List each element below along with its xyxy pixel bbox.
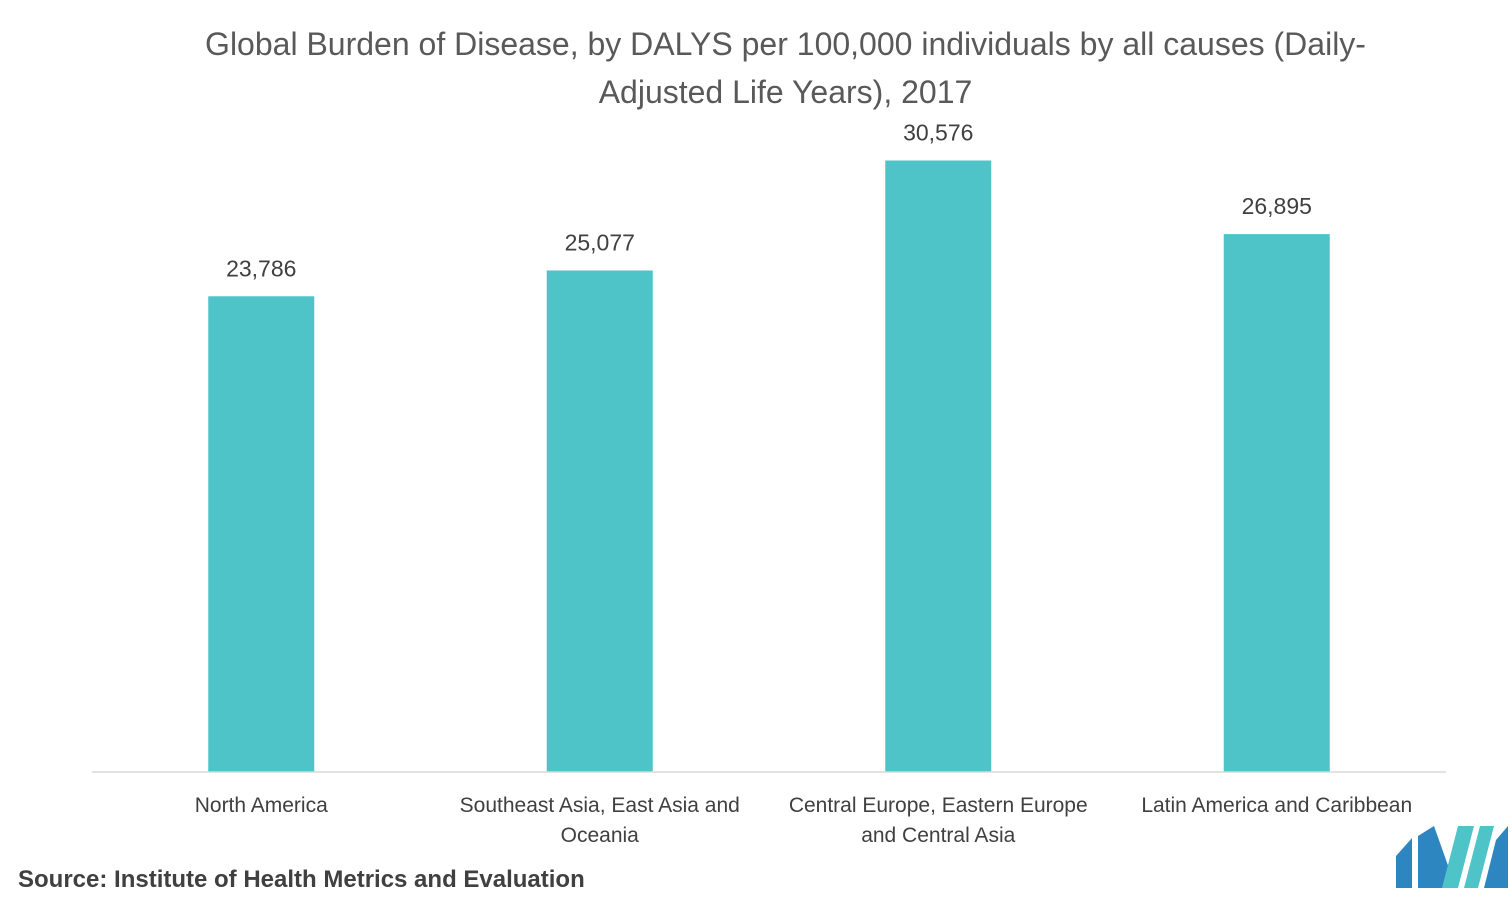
category-label-line: Central Europe, Eastern Europe [789,794,1088,817]
bar-3 [1223,234,1330,773]
data-label-3: 26,895 [1242,193,1312,219]
category-label-line: Latin America and Caribbean [1141,794,1412,817]
data-label-0: 23,786 [226,255,296,281]
data-label-2: 30,576 [903,119,973,145]
category-label-line: Oceania [561,824,640,847]
chart-title: Global Burden of Disease, by DALYS per 1… [205,26,1366,110]
source-note: Source: Institute of Health Metrics and … [18,866,585,893]
bar-0 [208,296,315,772]
labels-layer: 23,786 North America 25,077 Southeast Asia,… [195,119,1412,847]
category-label-3: Latin America and Caribbean [1141,794,1412,817]
category-label-0: North America [195,794,328,817]
category-label-line: Southeast Asia, East Asia and [460,794,740,817]
data-label-1: 25,077 [565,229,635,255]
category-label-line: and Central Asia [861,824,1015,847]
brand-logo-icon [1396,826,1508,888]
category-label-2: Central Europe, Eastern Europe and Centra… [789,794,1088,847]
category-label-1: Southeast Asia, East Asia and Oceania [460,794,740,847]
bar-1 [546,270,653,772]
category-label-line: North America [195,794,328,817]
bar-2 [885,160,992,773]
bars-layer [208,160,1330,773]
